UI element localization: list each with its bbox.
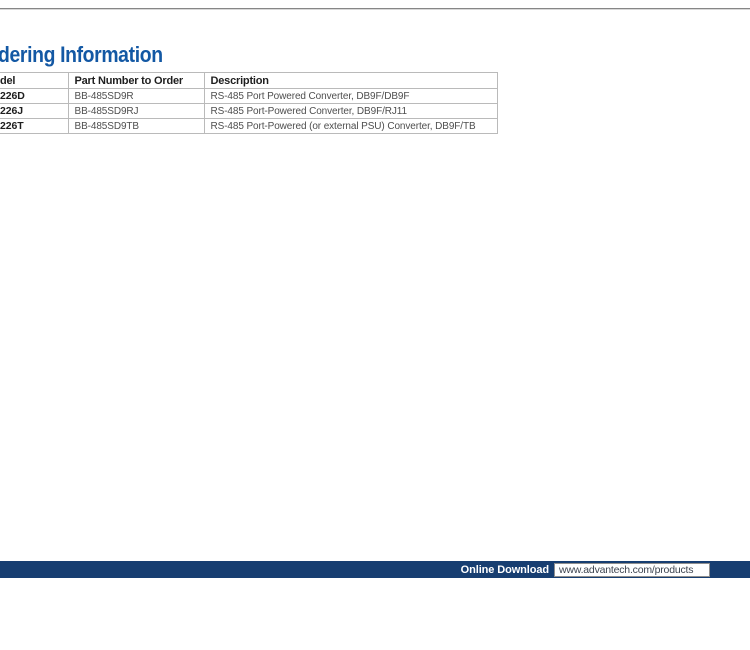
model-cell: 226J [0,103,69,119]
download-url-box[interactable]: www.advantech.com/products [554,562,710,577]
ordering-information-title: dering Information [0,42,163,67]
col-header-description: Description [203,72,498,89]
table-row: 226T BB-485SD9TB RS-485 Port-Powered (or… [0,118,498,134]
description-cell: RS-485 Port-Powered Converter, DB9F/RJ11 [203,103,498,119]
download-url-text[interactable]: www.advantech.com/products [559,563,694,576]
part-number-cell: BB-485SD9RJ [67,103,205,119]
col-header-part-number: Part Number to Order [67,72,205,89]
model-cell: 226D [0,88,69,104]
online-download-label: Online Download [460,563,549,576]
model-cell: 226T [0,118,69,134]
ordering-table: del Part Number to Order Description 226… [0,72,498,134]
table-row: 226D BB-485SD9R RS-485 Port Powered Conv… [0,88,498,104]
top-divider [0,8,750,10]
description-cell: RS-485 Port Powered Converter, DB9F/DB9F [203,88,498,104]
part-number-cell: BB-485SD9TB [67,118,205,134]
col-header-model: del [0,72,69,89]
footer-bar: Online Download www.advantech.com/produc… [0,561,750,578]
table-header-row: del Part Number to Order Description [0,72,498,89]
description-cell: RS-485 Port-Powered (or external PSU) Co… [203,118,498,134]
table-row: 226J BB-485SD9RJ RS-485 Port-Powered Con… [0,103,498,119]
part-number-cell: BB-485SD9R [67,88,205,104]
